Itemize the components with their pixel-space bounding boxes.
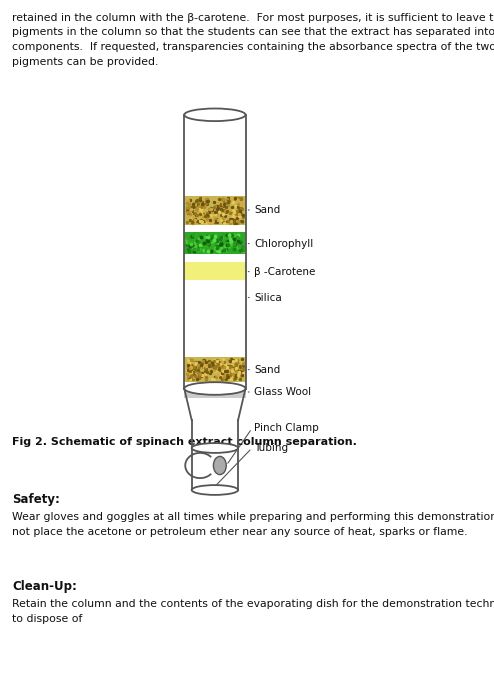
Text: Glass Wool: Glass Wool <box>254 387 312 397</box>
Ellipse shape <box>192 443 238 453</box>
Bar <box>184 196 246 225</box>
Bar <box>184 232 246 254</box>
Text: Tubing: Tubing <box>254 443 288 453</box>
Text: Fig 2. Schematic of spinach extract column separation.: Fig 2. Schematic of spinach extract colu… <box>12 437 357 447</box>
Text: Chlorophyll: Chlorophyll <box>254 239 314 248</box>
Bar <box>184 115 246 388</box>
Text: Wear gloves and goggles at all times while preparing and performing this demonst: Wear gloves and goggles at all times whi… <box>12 512 494 537</box>
Text: Safety:: Safety: <box>12 493 60 506</box>
Ellipse shape <box>184 108 246 121</box>
Text: Clean-Up:: Clean-Up: <box>12 580 77 593</box>
Bar <box>184 386 246 398</box>
Ellipse shape <box>184 382 246 395</box>
Text: Retain the column and the contents of the evaporating dish for the demonstration: Retain the column and the contents of th… <box>12 599 494 624</box>
Text: Sand: Sand <box>254 365 281 374</box>
Text: Sand: Sand <box>254 205 281 215</box>
Bar <box>184 357 246 382</box>
Text: β -Carotene: β -Carotene <box>254 267 316 276</box>
Ellipse shape <box>192 485 238 495</box>
Bar <box>184 262 246 280</box>
Text: Silica: Silica <box>254 293 282 302</box>
Circle shape <box>213 456 226 475</box>
Text: retained in the column with the β-carotene.  For most purposes, it is sufficient: retained in the column with the β-carote… <box>12 13 494 67</box>
Text: Pinch Clamp: Pinch Clamp <box>254 424 319 433</box>
